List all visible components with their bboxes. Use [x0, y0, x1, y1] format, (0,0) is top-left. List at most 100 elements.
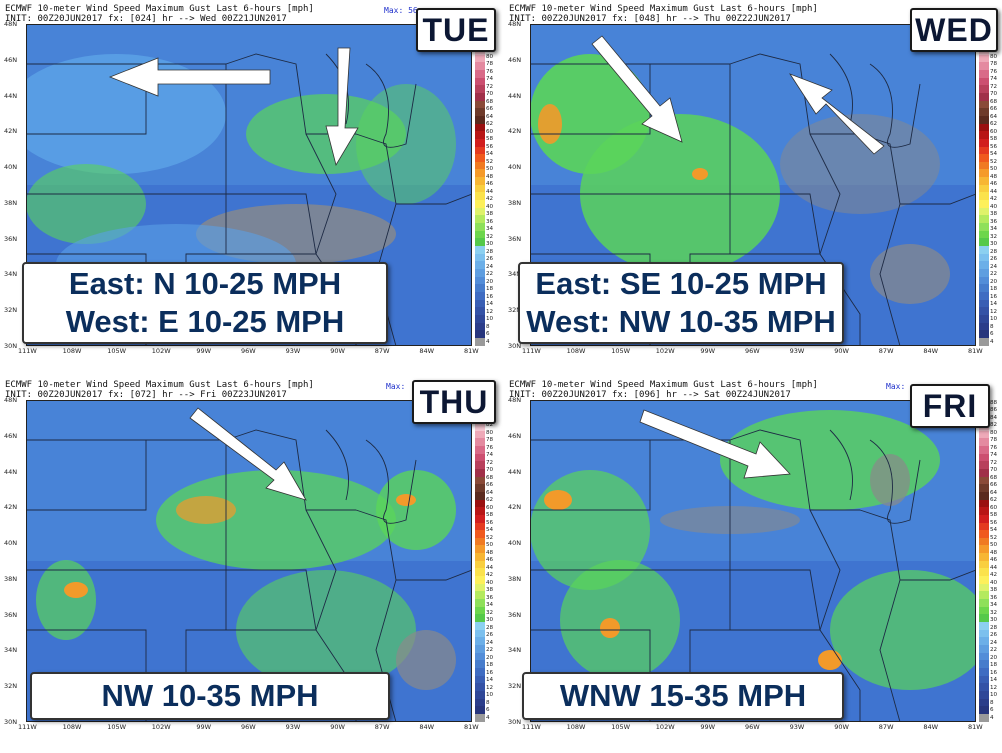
colorbar-label: 68: [990, 98, 998, 105]
colorbar-label: 76: [990, 444, 998, 451]
lat-label: 38N: [508, 198, 522, 207]
colorbar-swatch: [979, 307, 989, 315]
colorbar-swatch: [979, 123, 989, 132]
colorbar-label: 22: [990, 271, 998, 278]
colorbar-label: 16: [486, 293, 494, 300]
colorbar-swatch: [475, 706, 485, 714]
day-label-fri: FRI: [910, 384, 990, 428]
colorbar-label: 52: [486, 534, 494, 541]
colorbar-label: 64: [990, 489, 998, 496]
colorbar-swatch: [979, 276, 989, 285]
colorbar-swatch: [475, 54, 485, 63]
caption-line-east: East: SE 10-25 MPH: [535, 266, 827, 301]
colorbar-swatch: [475, 713, 485, 722]
colorbar-label: 20: [990, 278, 998, 285]
colorbar-swatch: [979, 461, 989, 469]
colorbar-swatch: [475, 690, 485, 699]
lon-label: 87W: [878, 723, 894, 731]
colorbar-label: 80: [486, 53, 494, 60]
lat-label: 40N: [4, 539, 18, 548]
lon-label: 108W: [62, 723, 82, 731]
colorbar-label: 74: [990, 76, 998, 83]
colorbar-swatch: [475, 85, 485, 93]
colorbar-label: 56: [486, 519, 494, 526]
colorbar-swatch: [979, 100, 989, 109]
colorbar-label: 30: [990, 241, 998, 248]
colorbar-swatch: [979, 560, 989, 569]
colorbar-swatch: [475, 537, 485, 546]
lon-label: 84W: [419, 347, 435, 355]
lat-label: 46N: [508, 55, 522, 64]
colorbar-label: 30: [990, 617, 998, 624]
colorbar-swatch: [475, 230, 485, 239]
lon-label: 81W: [968, 723, 983, 731]
colorbar-label: 34: [486, 226, 494, 233]
caption-line-west: West: E 10-25 MPH: [65, 304, 345, 339]
colorbar-swatch: [979, 177, 989, 185]
colorbar-swatch: [979, 85, 989, 93]
colorbar-swatch: [979, 161, 989, 170]
colorbar-label: 42: [990, 572, 998, 579]
panel-init-line: INIT: 00Z20JUN2017 fx: [024] hr --> Wed …: [5, 14, 287, 24]
lat-label: 48N: [508, 20, 522, 28]
caption-line-west: West: NW 10-35 MPH: [526, 304, 836, 339]
colorbar-label: 6: [990, 331, 994, 338]
colorbar-swatch: [979, 92, 989, 101]
colorbar-swatch: [475, 660, 485, 668]
colorbar-swatch: [475, 629, 485, 638]
wind-field-blob: [64, 582, 88, 598]
colorbar-swatch: [475, 261, 485, 269]
colorbar-label: 88: [990, 400, 998, 406]
colorbar-label: 50: [990, 166, 998, 173]
colorbar-swatch: [979, 77, 989, 86]
lat-label: 30N: [4, 342, 18, 350]
lat-label: 34N: [4, 646, 18, 655]
colorbar-swatch: [475, 599, 485, 607]
colorbar-label: 10: [990, 692, 998, 699]
colorbar-swatch: [475, 491, 485, 500]
colorbar-label: 78: [486, 61, 494, 68]
colorbar-label: 28: [990, 624, 998, 631]
colorbar-label: 40: [486, 203, 494, 210]
colorbar-swatch: [475, 177, 485, 185]
colorbar-swatch: [979, 476, 989, 485]
lon-label: 81W: [464, 723, 479, 731]
colorbar-label: 30: [486, 617, 494, 624]
colorbar-label: 32: [486, 609, 494, 616]
colorbar-label: 80: [486, 429, 494, 436]
colorbar-label: 56: [990, 519, 998, 526]
colorbar-swatch: [979, 599, 989, 607]
colorbar-swatch: [475, 100, 485, 109]
colorbar-label: 40: [990, 203, 998, 210]
lon-label: 96W: [745, 347, 760, 355]
wind-field-blob: [692, 168, 708, 180]
colorbar-swatch: [979, 169, 989, 178]
lat-label: 38N: [4, 574, 18, 583]
lat-label: 38N: [4, 198, 18, 207]
colorbar-label: 24: [990, 639, 998, 646]
lat-label: 40N: [508, 163, 522, 172]
lat-label: 30N: [508, 718, 522, 726]
lat-label: 46N: [4, 431, 18, 440]
lon-label: 90W: [330, 347, 345, 355]
colorbar-label: 26: [486, 632, 494, 639]
colorbar-label: 72: [486, 459, 494, 466]
colorbar-swatch: [475, 422, 485, 431]
colorbar-label: 74: [990, 452, 998, 459]
colorbar-label: 18: [990, 662, 998, 669]
lat-label: 42N: [4, 127, 18, 136]
lon-label: 105W: [107, 347, 127, 355]
lat-label: 48N: [508, 396, 522, 404]
wind-caption-wed: East: SE 10-25 MPH West: NW 10-35 MPH: [518, 262, 844, 344]
wind-field-blob: [376, 470, 456, 550]
colorbar-label: 56: [486, 143, 494, 150]
colorbar-label: 36: [990, 594, 998, 601]
colorbar-label: 16: [990, 293, 998, 300]
colorbar-label: 86: [990, 407, 998, 414]
colorbar: [475, 400, 485, 722]
colorbar-label: 56: [990, 143, 998, 150]
colorbar-swatch: [475, 184, 485, 193]
colorbar-swatch: [979, 660, 989, 668]
lon-label: 99W: [700, 723, 716, 731]
colorbar-swatch: [979, 591, 989, 600]
